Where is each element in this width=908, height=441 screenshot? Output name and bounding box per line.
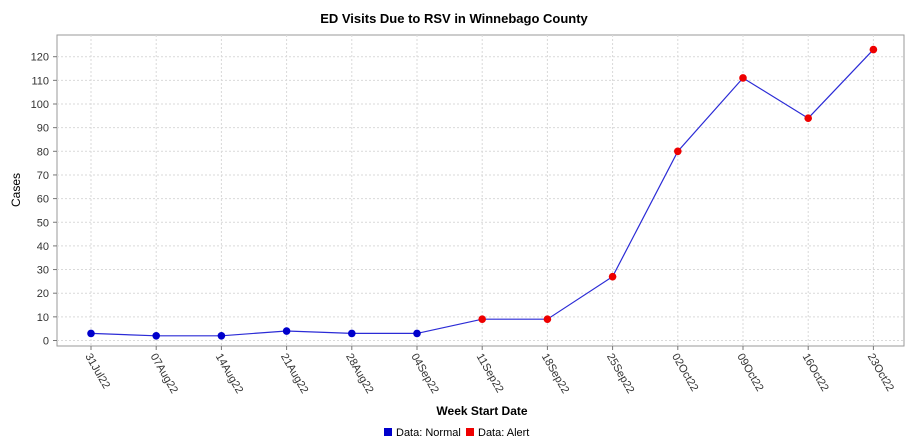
- legend: Data: Normal Data: Alert: [384, 427, 529, 439]
- data-point-alert: [478, 315, 487, 324]
- data-point-alert: [674, 147, 682, 156]
- x-tick-label: 23Oct22: [865, 352, 896, 394]
- y-tick-label: 10: [37, 312, 49, 324]
- data-point-normal: [152, 331, 160, 340]
- legend-normal-swatch: [384, 428, 392, 436]
- x-axis-label: Week Start Date: [436, 404, 527, 418]
- data-point-alert: [739, 74, 747, 82]
- legend-alert-label: Data: Alert: [478, 427, 529, 439]
- y-axis-label: Cases: [9, 173, 23, 207]
- x-tick-label: 28Aug22: [343, 352, 375, 396]
- y-tick-label: 20: [37, 288, 49, 300]
- y-axis-ticks: 0 10 20 30 40 50 60 70 80 90 100 110 120: [31, 52, 57, 348]
- y-tick-label: 120: [31, 52, 49, 64]
- x-tick-label: 18Sep22: [539, 352, 571, 396]
- y-tick-label: 50: [37, 217, 49, 229]
- x-tick-label: 02Oct22: [669, 352, 700, 394]
- y-tick-label: 40: [37, 241, 49, 253]
- data-point-normal: [87, 329, 95, 338]
- data-point-alert: [869, 45, 878, 54]
- data-points: [87, 45, 878, 340]
- y-tick-label: 90: [37, 123, 49, 135]
- data-point-alert: [804, 114, 812, 122]
- grid-lines: [57, 35, 904, 346]
- legend-normal-label: Data: Normal: [396, 427, 461, 439]
- legend-alert-swatch: [466, 428, 474, 436]
- data-point-alert: [608, 272, 617, 281]
- x-tick-label: 07Aug22: [148, 352, 180, 396]
- x-tick-label: 16Oct22: [800, 352, 831, 394]
- y-tick-label: 30: [37, 265, 49, 277]
- y-tick-label: 60: [37, 194, 49, 206]
- x-tick-label: 14Aug22: [213, 352, 245, 396]
- data-point-normal: [348, 329, 356, 338]
- x-tick-label: 21Aug22: [278, 352, 310, 396]
- x-tick-label: 31Jul22: [82, 352, 112, 391]
- y-tick-label: 80: [37, 146, 49, 158]
- chart-title: ED Visits Due to RSV in Winnebago County: [320, 11, 588, 26]
- y-tick-label: 100: [31, 99, 49, 111]
- data-point-normal: [282, 327, 291, 335]
- y-tick-label: 70: [37, 170, 49, 182]
- x-tick-label: 04Sep22: [408, 352, 440, 396]
- y-tick-label: 110: [31, 75, 49, 87]
- x-tick-label: 09Oct22: [734, 352, 765, 394]
- data-point-normal: [217, 331, 226, 340]
- x-tick-label: 25Sep22: [604, 352, 636, 396]
- data-point-alert: [543, 315, 552, 324]
- y-tick-label: 0: [43, 336, 49, 348]
- x-axis-ticks: 31Jul22 07Aug22 14Aug22 21Aug22 28Aug22 04Sep…: [82, 346, 896, 396]
- data-point-normal: [413, 329, 421, 338]
- x-tick-label: 11Sep22: [474, 352, 506, 395]
- plot-area: [56, 34, 905, 347]
